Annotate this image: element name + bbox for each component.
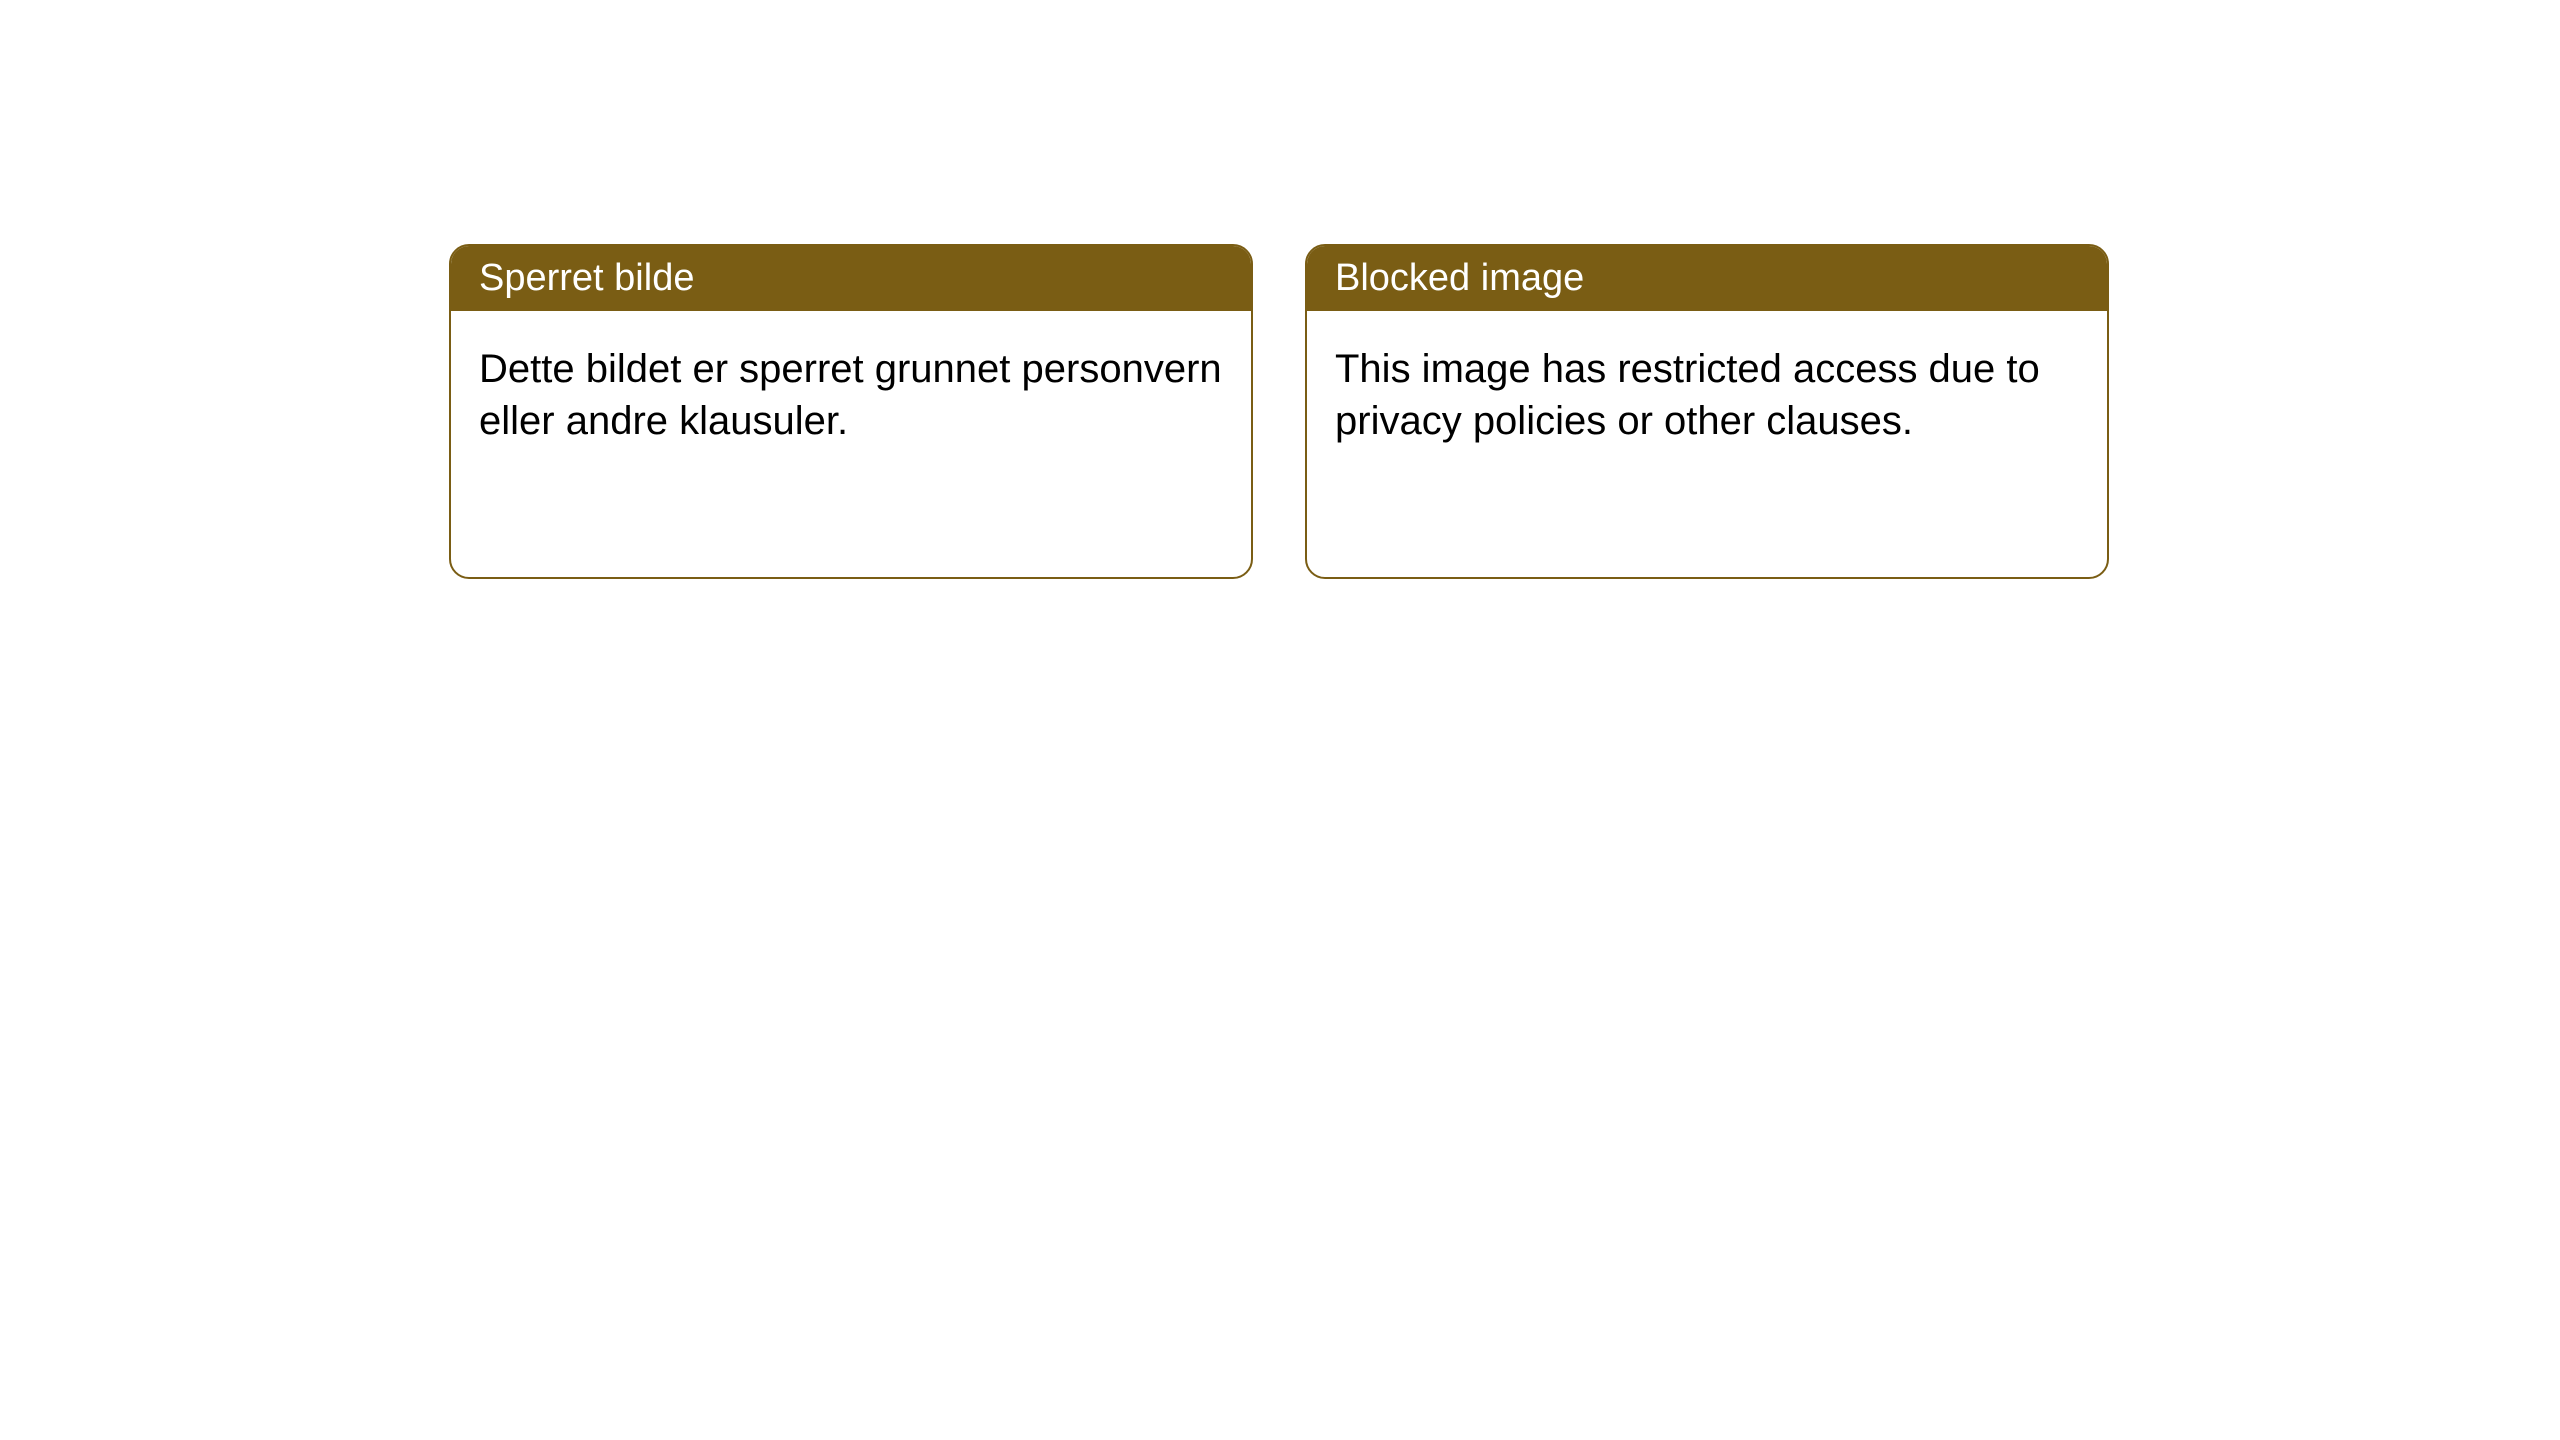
notice-container: Sperret bilde Dette bildet er sperret gr…	[0, 0, 2560, 579]
card-body: This image has restricted access due to …	[1307, 311, 2107, 479]
card-title: Blocked image	[1335, 257, 1584, 299]
card-message: This image has restricted access due to …	[1335, 347, 2040, 443]
card-header: Sperret bilde	[451, 246, 1251, 311]
card-message: Dette bildet er sperret grunnet personve…	[479, 347, 1222, 443]
card-header: Blocked image	[1307, 246, 2107, 311]
card-title: Sperret bilde	[479, 257, 694, 299]
card-body: Dette bildet er sperret grunnet personve…	[451, 311, 1251, 479]
notice-card-english: Blocked image This image has restricted …	[1305, 244, 2109, 579]
notice-card-norwegian: Sperret bilde Dette bildet er sperret gr…	[449, 244, 1253, 579]
